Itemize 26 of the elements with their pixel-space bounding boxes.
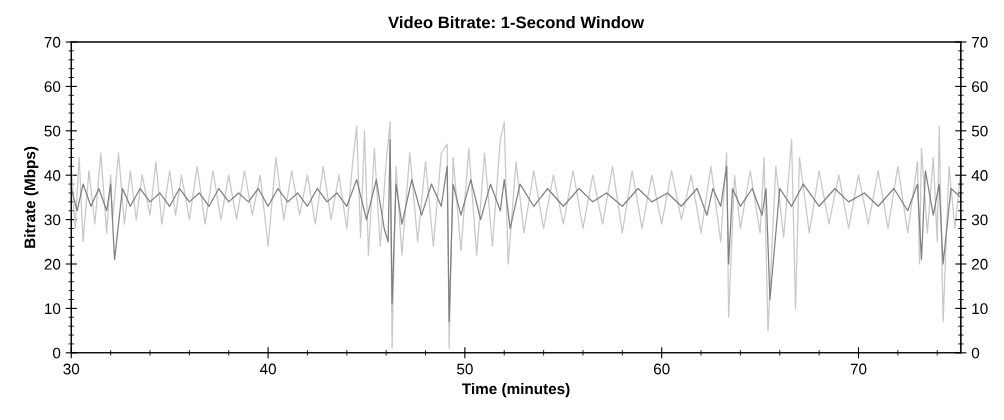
x-axis-title: Time (minutes) [462, 383, 570, 398]
y-tick-label: 70 [44, 36, 61, 48]
y-tick-label: 10 [45, 303, 61, 315]
y-tick-label: 40 [44, 170, 61, 181]
x-tick-label: 60 [653, 363, 670, 375]
y-tick-label: 30 [44, 214, 61, 226]
y-tick-label: 60 [44, 81, 61, 93]
y2-tick-label: 20 [972, 258, 988, 270]
x-tick-label: 30 [63, 363, 80, 375]
x-tick-label: 70 [850, 363, 867, 375]
x-tick-label: 50 [457, 363, 473, 375]
line-series [71, 139, 961, 323]
y2-tick-label: 50 [971, 125, 988, 137]
y-tick-label: 0 [52, 347, 61, 359]
y-tick-label: 50 [44, 125, 61, 137]
x-tick-label: 40 [259, 363, 276, 375]
chart-title: Video Bitrate: 1-Second Window [388, 16, 645, 29]
y2-tick-label: 10 [972, 303, 988, 315]
y-axis-title: Bitrate (Mbps) [24, 146, 39, 248]
y2-tick-label: 30 [971, 214, 988, 226]
y-tick-label: 20 [44, 258, 61, 270]
y2-tick-label: 70 [972, 36, 988, 48]
y2-tick-label: 0 [971, 347, 980, 359]
y2-tick-label: 60 [972, 81, 988, 93]
line-series [71, 121, 961, 349]
y2-tick-label: 40 [971, 170, 988, 181]
